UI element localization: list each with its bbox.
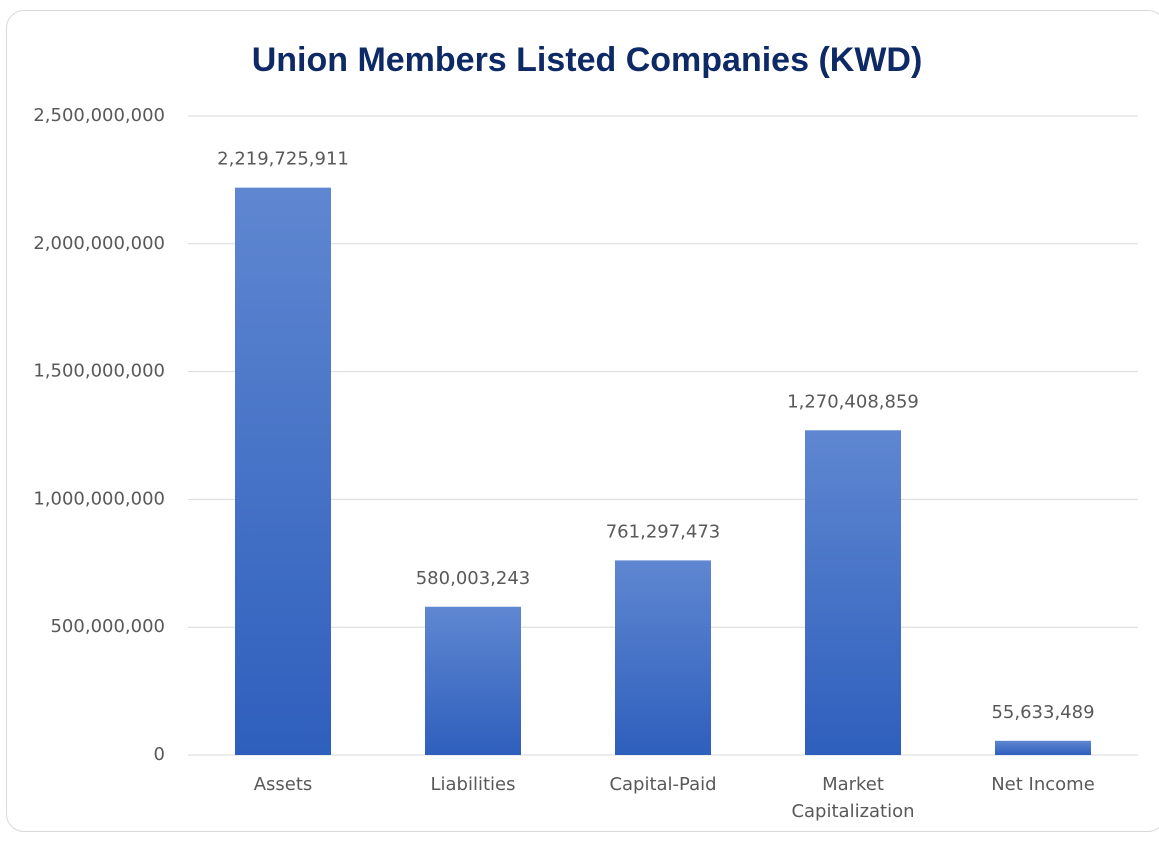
data-label: 580,003,243 [416, 568, 531, 589]
data-label: 761,297,473 [606, 521, 721, 542]
bar [235, 187, 331, 755]
y-tick-label: 2,000,000,000 [33, 233, 165, 254]
x-tick-label: Assets [253, 774, 313, 795]
data-label: 55,633,489 [991, 702, 1094, 723]
bar [995, 740, 1091, 755]
data-label: 2,219,725,911 [217, 149, 349, 170]
chart-frame [6, 10, 1159, 832]
x-tick-label: Market Capitalization [791, 774, 915, 822]
x-tick-label: Liabilities [430, 774, 516, 795]
bar [615, 560, 711, 755]
chart-title: Union Members Listed Companies (KWD) [252, 41, 923, 79]
y-tick-label: 500,000,000 [50, 616, 165, 637]
bar [425, 606, 521, 755]
y-tick-label: 1,000,000,000 [33, 488, 165, 509]
x-tick-label: Capital-Paid [609, 774, 717, 795]
y-tick-label: 0 [154, 744, 165, 765]
x-tick-label: Net Income [991, 774, 1095, 795]
y-tick-label: 1,500,000,000 [33, 361, 165, 382]
y-tick-label: 2,500,000,000 [33, 105, 165, 126]
bar [805, 430, 901, 755]
data-label: 1,270,408,859 [787, 391, 919, 412]
